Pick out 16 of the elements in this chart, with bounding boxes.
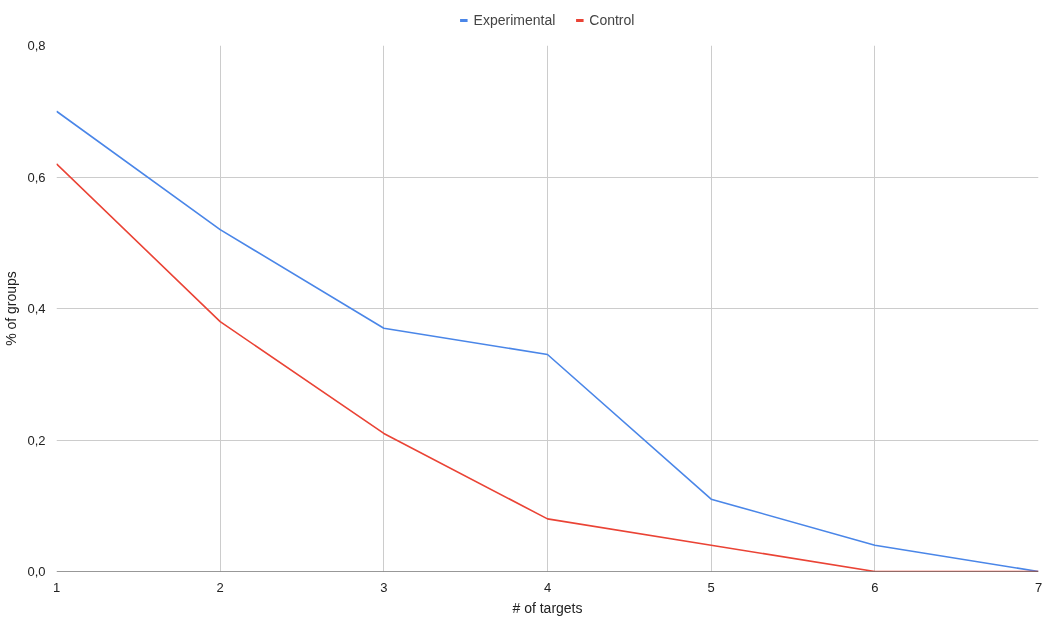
y-tick-label: 0,6 (27, 169, 46, 185)
x-tick-label: 4 (543, 579, 552, 595)
x-tick-label: 2 (216, 579, 224, 595)
x-tick-label: 3 (380, 579, 388, 595)
x-tick-label: 1 (52, 579, 61, 595)
y-tick-label: 0,8 (27, 38, 46, 53)
x-axis-title: # of targets (512, 599, 583, 616)
y-axis-title: % of groups (3, 271, 20, 346)
x-tick-label: 6 (871, 579, 879, 595)
y-tick-label: 0,0 (27, 564, 46, 579)
x-tick-label: 7 (1034, 579, 1043, 595)
x-tick-label: 5 (707, 579, 715, 595)
legend-label: Experimental (473, 12, 556, 28)
y-tick-label: 0,2 (27, 432, 46, 448)
legend-label: Control (589, 12, 635, 28)
y-tick-label: 0,4 (27, 301, 46, 316)
